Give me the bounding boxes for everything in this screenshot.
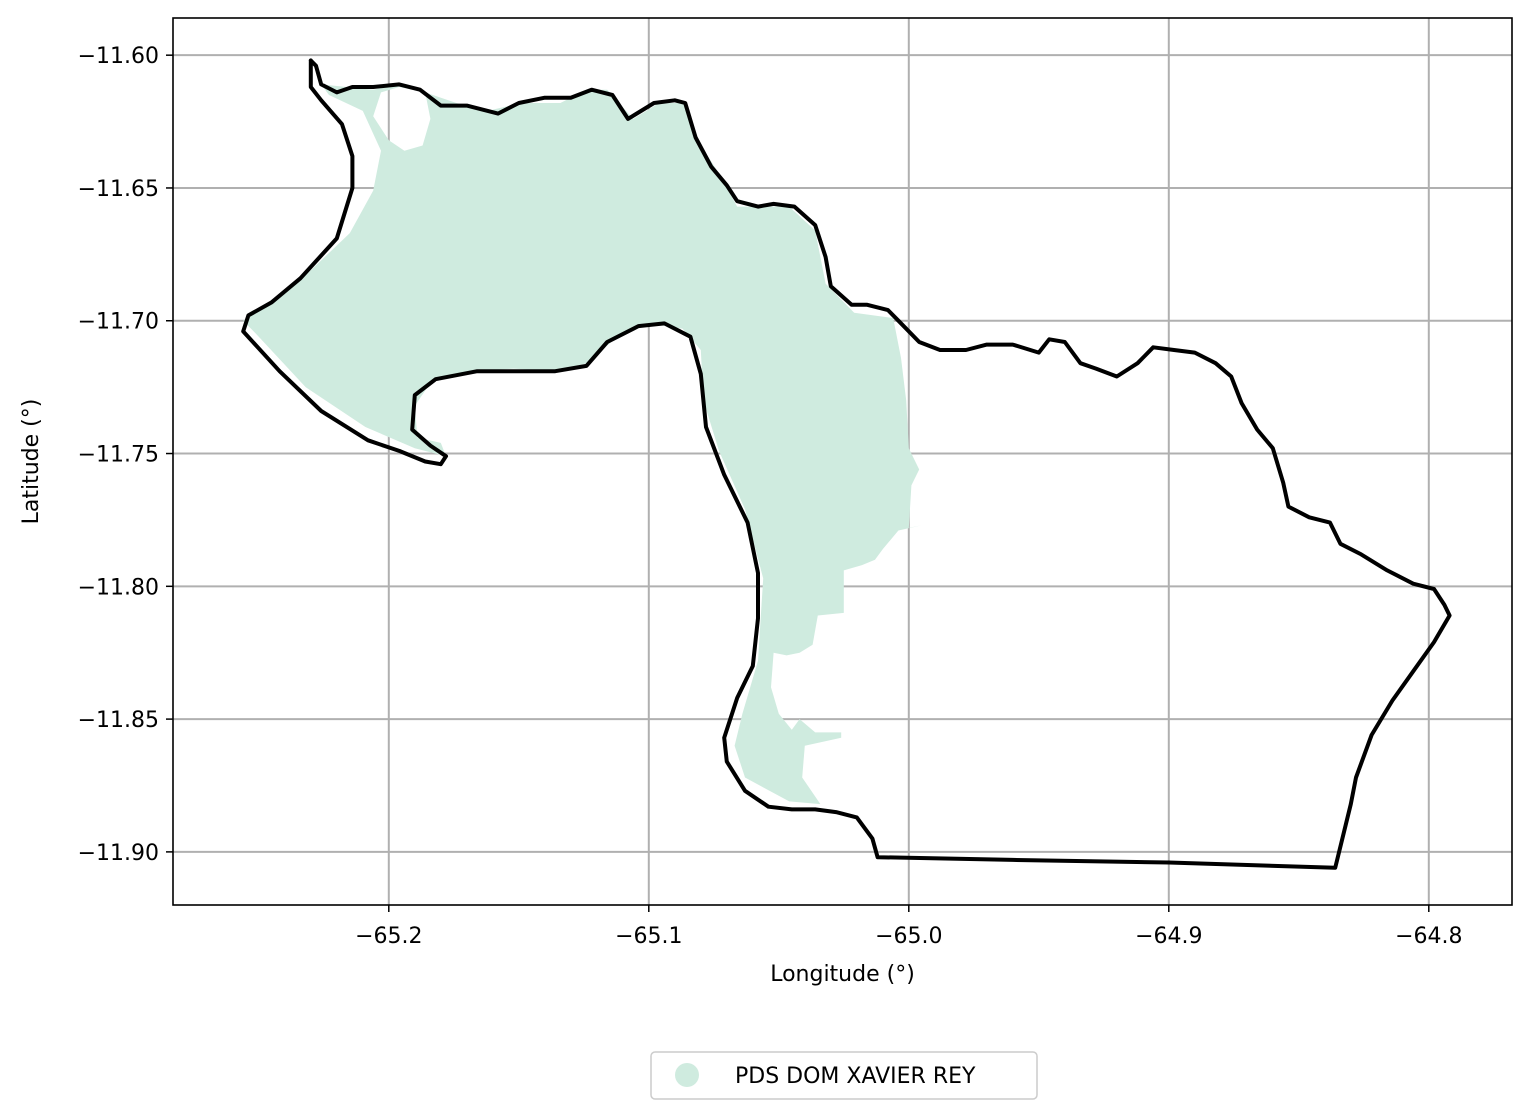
y-tick-label: −11.90 (78, 841, 159, 866)
y-tick-label: −11.70 (78, 310, 159, 335)
legend-box (650, 1051, 1038, 1100)
legend-marker (675, 1063, 699, 1087)
axis-ticks: −65.2 −65.1 −65.0 −64.9 −64.8 −11.60 −11.65 −11… (78, 44, 1463, 949)
legend-label: PDS DOM XAVIER REY (735, 1064, 976, 1089)
x-tick-label: −65.1 (615, 924, 682, 949)
axes-frame (172, 17, 1513, 906)
settlement-area-polygon (243, 84, 922, 805)
x-tick-label: −64.8 (1395, 924, 1462, 949)
x-axis-label: Longitude (°) (770, 962, 915, 987)
x-tick-label: −65.0 (875, 924, 942, 949)
x-tick-label: −65.2 (355, 924, 422, 949)
y-tick-label: −11.75 (78, 443, 159, 468)
y-axis-label: Latitude (°) (19, 399, 44, 525)
y-tick-label: −11.60 (78, 44, 159, 69)
y-tick-label: −11.65 (78, 177, 159, 202)
map-layers (241, 58, 1452, 870)
boundary-outline (241, 58, 1452, 870)
y-tick-label: −11.80 (78, 575, 159, 600)
legend: PDS DOM XAVIER REY (650, 1051, 1038, 1100)
y-tick-label: −11.85 (78, 708, 159, 733)
x-tick-label: −64.9 (1135, 924, 1202, 949)
